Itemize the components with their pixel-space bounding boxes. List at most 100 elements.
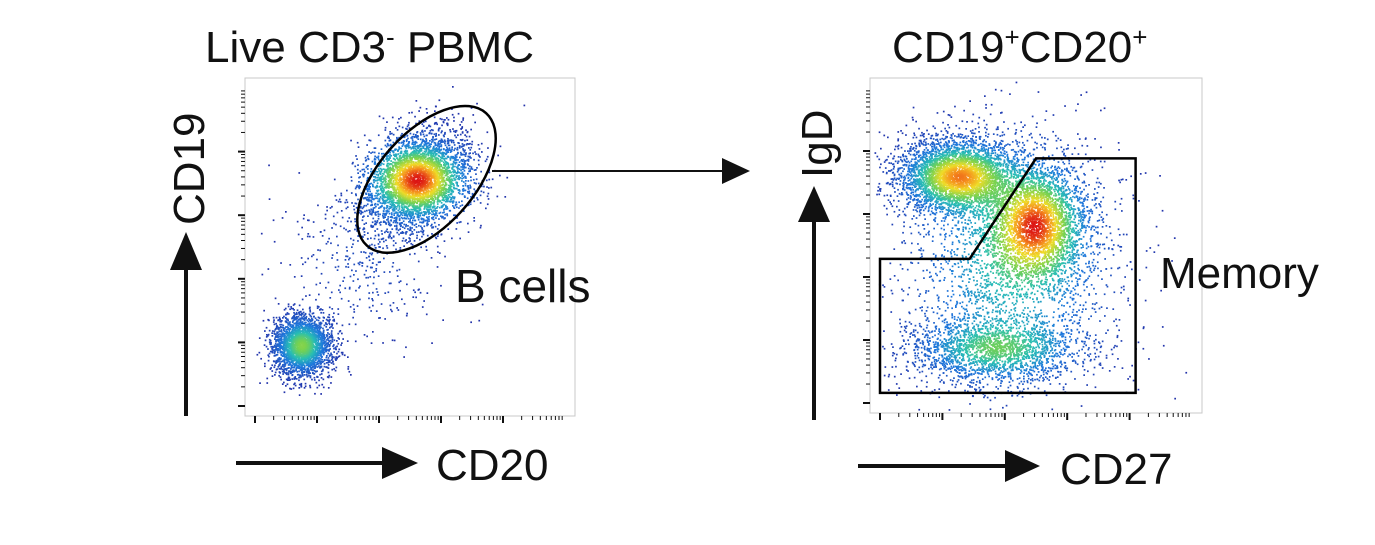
event-dot xyxy=(397,204,399,207)
event-dot xyxy=(410,153,413,155)
event-dot xyxy=(337,308,340,310)
event-dot xyxy=(417,155,420,157)
event-dot xyxy=(288,337,290,340)
event-dot xyxy=(280,345,283,348)
event-dot xyxy=(428,220,430,222)
event-dot xyxy=(273,360,275,363)
event-dot xyxy=(300,355,302,358)
event-dot xyxy=(421,153,423,156)
event-dot xyxy=(278,371,281,373)
event-dot xyxy=(405,154,408,157)
event-dot xyxy=(277,343,279,345)
event-dot xyxy=(280,330,283,333)
event-dot xyxy=(380,180,383,182)
event-dot xyxy=(387,197,390,200)
event-dot xyxy=(377,168,380,170)
event-dot xyxy=(325,356,328,359)
event-dot xyxy=(399,247,402,249)
event-dot xyxy=(317,249,319,251)
event-dot xyxy=(292,317,295,319)
event-dot xyxy=(330,354,333,356)
event-dot xyxy=(437,251,439,253)
event-dot xyxy=(374,163,376,165)
event-dot xyxy=(474,190,477,192)
event-dot xyxy=(285,313,287,316)
event-dot xyxy=(275,316,278,319)
event-dot xyxy=(395,201,398,204)
event-dot xyxy=(310,315,313,318)
event-dot xyxy=(437,129,440,132)
event-dot xyxy=(367,215,369,217)
event-dot xyxy=(331,324,333,327)
event-dot xyxy=(439,211,442,214)
event-dot xyxy=(267,359,270,362)
event-dot xyxy=(445,170,448,173)
event-dot xyxy=(325,362,328,364)
event-dot xyxy=(282,324,285,327)
event-dot xyxy=(294,356,297,358)
event-dot xyxy=(476,102,478,105)
event-dot xyxy=(383,173,385,175)
event-dot xyxy=(290,306,292,308)
event-dot xyxy=(464,189,467,192)
event-dot xyxy=(300,376,302,378)
event-dot xyxy=(331,359,333,361)
event-dot xyxy=(296,320,298,322)
event-dot xyxy=(260,232,263,235)
event-dot xyxy=(317,331,319,333)
event-dot xyxy=(379,179,382,182)
event-dot xyxy=(318,332,320,334)
event-dot xyxy=(296,309,299,312)
event-dot xyxy=(446,197,449,200)
event-dot xyxy=(416,131,418,134)
event-dot xyxy=(396,136,398,139)
event-dot xyxy=(407,217,410,220)
event-dot xyxy=(446,149,449,151)
event-dot xyxy=(298,383,301,386)
event-dot xyxy=(305,362,307,365)
event-dot xyxy=(402,210,405,213)
event-dot xyxy=(327,316,329,318)
event-dot xyxy=(270,343,272,346)
event-dot xyxy=(298,323,301,325)
event-dot xyxy=(287,333,289,335)
event-dot xyxy=(312,337,314,340)
event-dot xyxy=(308,323,310,326)
event-dot xyxy=(300,275,303,277)
event-dot xyxy=(294,336,297,339)
event-dot xyxy=(284,365,286,367)
event-dot xyxy=(346,220,349,223)
event-dot xyxy=(454,214,456,217)
event-dot xyxy=(283,370,285,373)
event-dot xyxy=(258,337,261,339)
event-dot xyxy=(321,361,323,363)
event-dot xyxy=(449,130,452,133)
event-dot xyxy=(286,352,289,354)
event-dot xyxy=(421,306,424,308)
event-dot xyxy=(300,384,303,387)
event-dot xyxy=(298,376,301,379)
event-dot xyxy=(432,152,435,155)
event-dot xyxy=(332,215,335,218)
event-dot xyxy=(447,156,449,158)
event-dot xyxy=(335,366,338,369)
event-dot xyxy=(301,323,304,326)
event-dot xyxy=(302,333,305,335)
event-dot xyxy=(448,200,450,203)
event-dot xyxy=(394,196,397,199)
event-dot xyxy=(304,324,307,326)
event-dot xyxy=(322,350,324,352)
event-dot xyxy=(393,204,395,206)
event-dot xyxy=(308,235,311,238)
event-dot xyxy=(480,224,482,227)
event-dot xyxy=(467,180,470,182)
event-dot xyxy=(411,154,414,157)
event-dot xyxy=(435,211,437,214)
event-dot xyxy=(425,108,428,110)
event-dot xyxy=(328,336,331,339)
event-dot xyxy=(273,240,276,243)
event-dot xyxy=(264,365,266,368)
event-dot xyxy=(452,171,455,174)
event-dot xyxy=(292,316,294,318)
event-dot xyxy=(289,387,291,390)
